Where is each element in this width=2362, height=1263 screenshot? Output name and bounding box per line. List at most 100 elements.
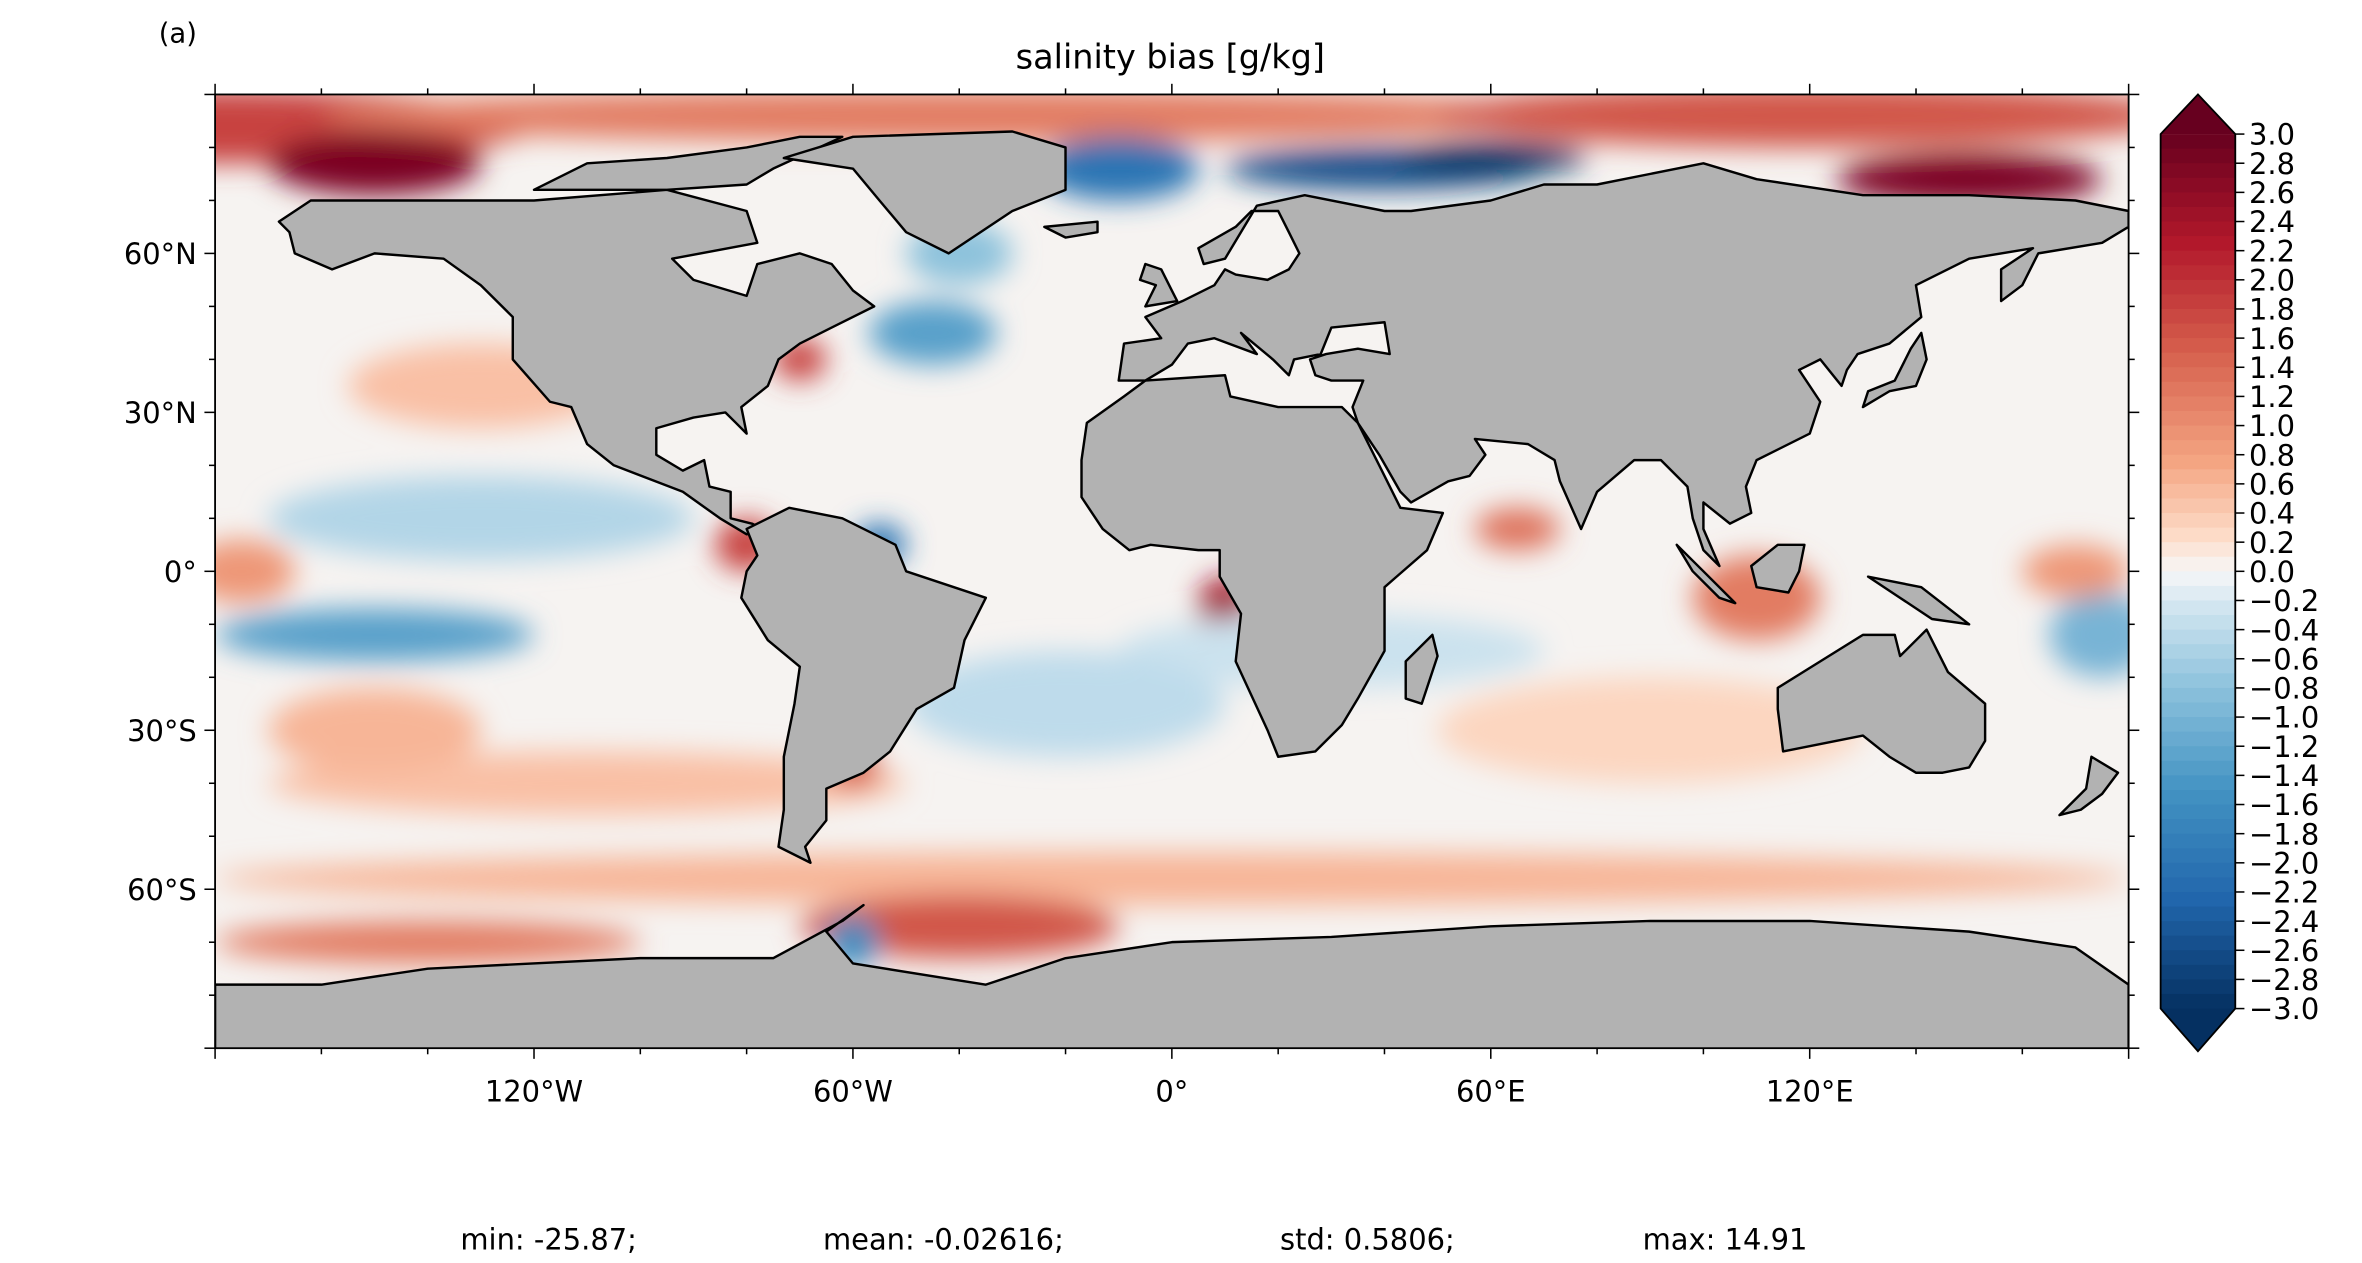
colorbar-tick-label: 1.4 [2249,351,2295,385]
colorbar-level [2160,760,2236,777]
land-australia [1776,628,1987,774]
colorbar-level [2160,979,2236,995]
colorbar-tick-label: −1.2 [2249,730,2319,764]
colorbar-tick-label: −2.8 [2249,963,2319,997]
land-canadian-arctic [532,135,844,192]
bias-patch [1474,507,1560,551]
colorbar-level [2160,964,2236,981]
stats-line: min: -25.87; mean: -0.02616; std: 0.5806… [460,1222,1807,1256]
colorbar-level [2160,891,2236,908]
axes: 120°W 60°W 0° 60°E 120°E 60°N 30°N 0° 30°S 60°S [124,83,2140,1109]
bias-patch [906,650,1226,757]
colorbar-level [2160,556,2236,573]
colorbar-level [2160,717,2236,733]
colorbar-level [2160,731,2236,748]
bias-patch [1395,142,1587,174]
colorbar-tick-label: 0.0 [2249,555,2295,589]
land-borneo [1750,543,1806,594]
colorbar-tick-label: 0.4 [2249,497,2295,531]
x-tick-label: 0° [1155,1075,1188,1109]
stat-mean: mean: -0.02616; [823,1222,1064,1256]
bias-patch [268,131,481,196]
land-antarctica [215,903,2129,1049]
bias-patch [215,539,295,604]
land-iceland [1043,220,1099,239]
colorbar: 3.02.82.62.42.22.01.81.61.41.21.00.80.60… [2159,93,2319,1053]
colorbar-level [2160,993,2236,1010]
colorbar-tick-label: −0.4 [2249,613,2319,647]
x-tick-label: 120°E [1766,1075,1854,1109]
panel-label: (a) [159,19,197,50]
x-tick-label: 60°W [813,1075,893,1109]
land-north-america [277,188,876,536]
bias-patch [215,852,2129,906]
colorbar-level [2160,410,2236,427]
y-tick-label: 0° [164,555,197,589]
bias-patch [2022,544,2129,598]
colorbar-level [2160,469,2236,485]
x-tick-label: 60°E [1456,1075,1526,1109]
colorbar-level [2160,571,2236,587]
colorbar-level [2160,819,2236,835]
colorbar-level [2160,906,2236,923]
colorbar-tick-label: −2.2 [2249,876,2319,910]
land-madagascar [1404,633,1439,705]
map-area [215,94,2129,1049]
land-new-zealand [2058,755,2120,817]
colorbar-tick-label: 1.2 [2249,380,2295,414]
land-new-guinea [1866,575,1971,626]
land-sumatra [1675,543,1737,605]
colorbar-level [2160,250,2236,267]
bias-patch [215,921,641,964]
colorbar-tick-label: 2.6 [2249,176,2295,210]
colorbar-level [2160,483,2236,500]
y-tick-label: 30°N [124,396,197,430]
y-tick-label: 60°N [124,237,197,271]
colorbar-tick-label: 0.6 [2249,468,2295,502]
colorbar-level [2160,600,2236,616]
colorbar-tick-label: −2.0 [2249,846,2319,880]
bias-patch [268,476,694,561]
colorbar-level [2160,367,2236,383]
colorbar-level [2160,513,2236,529]
colorbar-tick-label: 1.8 [2249,293,2295,327]
chart-title: salinity bias [g/kg] [1016,38,1325,77]
colorbar-level [2160,454,2236,471]
bias-patch [268,751,907,815]
colorbar-level [2160,163,2236,179]
colorbar-level [2160,134,2236,150]
colorbar-level [2160,308,2236,325]
colorbar-tick-label: 2.0 [2249,263,2295,297]
land-eurasia [1117,162,2129,568]
colorbar-level [2160,775,2236,791]
land-south-america [740,506,988,864]
colorbar-tick-label: −2.6 [2249,934,2319,968]
colorbar-level [2160,265,2236,281]
colorbar-level [2160,935,2236,952]
colorbar-level [2160,585,2236,602]
stat-min: min: -25.87; [460,1222,637,1256]
colorbar-level [2160,673,2236,689]
bias-patch [1836,152,2103,206]
colorbar-tick-label: −1.4 [2249,759,2319,793]
x-tick-label: 120°W [485,1075,583,1109]
bias-patch [1437,94,2129,148]
colorbar-level [2160,206,2236,223]
colorbar-level [2160,877,2236,893]
colorbar-outline [2159,93,2237,1053]
colorbar-level [2160,950,2236,966]
colorbar-tick-label: −0.6 [2249,642,2319,676]
colorbar-level [2160,833,2236,850]
colorbar-level [2160,789,2236,806]
colorbar-level [2160,381,2236,398]
colorbar-level [2160,338,2236,354]
colorbar-tick-label: 2.8 [2249,147,2295,181]
land-masses [215,130,2129,1049]
colorbar-level [2160,644,2236,660]
colorbar-level [2160,862,2236,879]
colorbar-level [2160,279,2236,296]
land-great-britain [1138,262,1179,308]
colorbar-extend-max [2160,94,2236,135]
land-japan [1861,331,1928,409]
